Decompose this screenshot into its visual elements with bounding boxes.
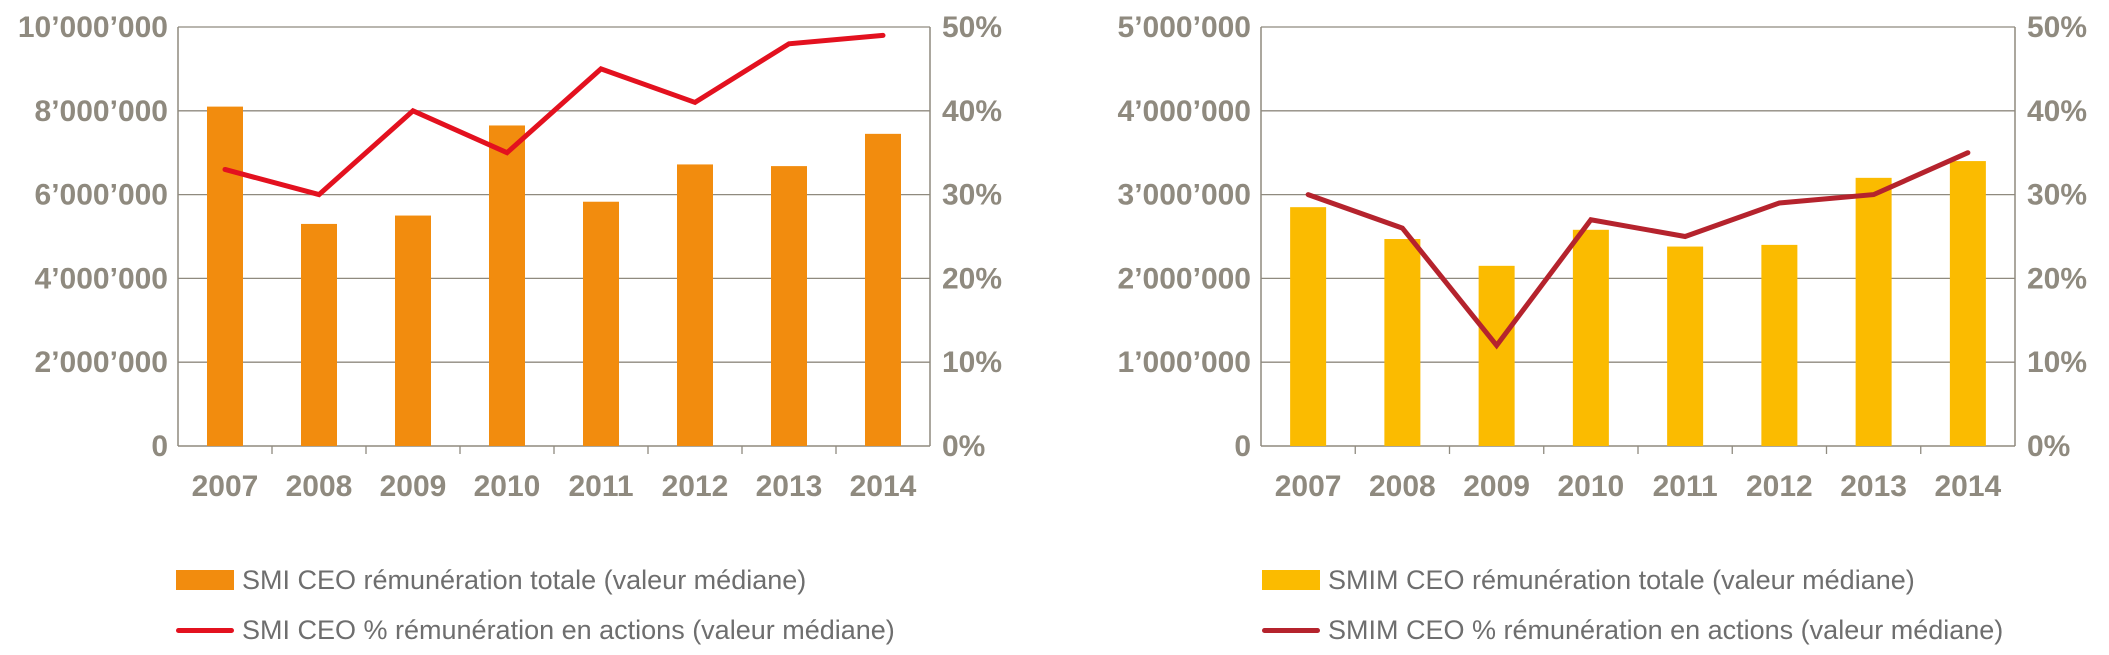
smi-xtick-label: 2009 bbox=[380, 470, 447, 503]
smim-line-series bbox=[1305, 150, 1971, 350]
legend-label-smi-bars: SMI CEO rémunération totale (valeur médi… bbox=[242, 564, 807, 595]
smi-bar-2013 bbox=[771, 166, 807, 446]
smim-ytick-left: 0 bbox=[1234, 430, 1251, 463]
smi-ytick-left: 6’000’000 bbox=[35, 179, 168, 212]
smim-bar-2012 bbox=[1761, 244, 1798, 446]
smi-bar-2008 bbox=[301, 223, 337, 446]
legend-item-smim-line: SMIM CEO % rémunération en actions (vale… bbox=[1262, 605, 2003, 655]
legend-item-smi-line: SMI CEO % rémunération en actions (valeu… bbox=[176, 605, 895, 655]
legend-swatch-smim-line bbox=[1262, 627, 1320, 633]
smi-ytick-left: 2’000’000 bbox=[35, 346, 168, 379]
legend-item-smi-bars: SMI CEO rémunération totale (valeur médi… bbox=[176, 555, 895, 605]
smim-xtick-label: 2011 bbox=[1653, 470, 1718, 503]
smi-ytick-left: 8’000’000 bbox=[35, 95, 168, 128]
smim-xtick-label: 2014 bbox=[1935, 470, 2002, 503]
legend-label-smim-bars: SMIM CEO rémunération totale (valeur méd… bbox=[1328, 564, 1915, 595]
smim-xtick-label: 2013 bbox=[1840, 470, 1907, 503]
smim-xtick-label: 2010 bbox=[1558, 470, 1625, 503]
legend-swatch-smi-line bbox=[176, 627, 234, 633]
smi-ytick-right: 40% bbox=[942, 95, 1002, 128]
smim-ytick-right: 40% bbox=[2027, 95, 2087, 128]
smim-ytick-right: 50% bbox=[2027, 11, 2087, 44]
smim-bar-2009 bbox=[1478, 265, 1515, 446]
smim-xtick-label: 2009 bbox=[1463, 470, 1530, 503]
smi-bar-2014 bbox=[865, 133, 901, 446]
legend-smi: SMI CEO rémunération totale (valeur médi… bbox=[176, 555, 895, 655]
smim-ytick-left: 1’000’000 bbox=[1118, 346, 1251, 379]
legend-swatch-smi-bars bbox=[176, 570, 234, 590]
smim-ytick-left: 5’000’000 bbox=[1118, 11, 1251, 44]
smi-xtick-label: 2011 bbox=[568, 470, 633, 503]
smi-line-series bbox=[222, 32, 886, 198]
smi-xtick-label: 2010 bbox=[474, 470, 541, 503]
smi-ytick-left: 0 bbox=[151, 430, 168, 463]
smim-bar-2008 bbox=[1384, 239, 1421, 446]
smim-xtick-label: 2008 bbox=[1369, 470, 1436, 503]
legend-smim: SMIM CEO rémunération totale (valeur méd… bbox=[1262, 555, 2003, 655]
smi-bar-2011 bbox=[583, 201, 619, 446]
smi-ytick-right: 20% bbox=[942, 262, 1002, 295]
smim-ytick-right: 30% bbox=[2027, 179, 2087, 212]
smi-ytick-right: 10% bbox=[942, 346, 1002, 379]
legend-label-smi-line: SMI CEO % rémunération en actions (valeu… bbox=[242, 614, 895, 645]
smi-bar-2007 bbox=[207, 106, 243, 447]
smim-ytick-left: 3’000’000 bbox=[1118, 179, 1251, 212]
legend-label-smim-line: SMIM CEO % rémunération en actions (vale… bbox=[1328, 614, 2004, 645]
smim-bar-2013 bbox=[1855, 177, 1892, 446]
smi-xtick-label: 2014 bbox=[850, 470, 917, 503]
legend-item-smim-bars: SMIM CEO rémunération totale (valeur méd… bbox=[1262, 555, 2003, 605]
smi-bar-2010 bbox=[489, 125, 525, 446]
smi-bar-2012 bbox=[677, 164, 713, 446]
smi-ytick-left: 10’000’000 bbox=[18, 11, 168, 44]
smi-ytick-left: 4’000’000 bbox=[35, 262, 168, 295]
smim-bar-2010 bbox=[1572, 229, 1609, 446]
smi-bar-2009 bbox=[395, 215, 431, 446]
smim-bar-2011 bbox=[1667, 246, 1704, 446]
legend-swatch-smim-bars bbox=[1262, 570, 1320, 590]
smim-ytick-left: 4’000’000 bbox=[1118, 95, 1251, 128]
smim-bar-2007 bbox=[1290, 207, 1327, 446]
smim-bar-2014 bbox=[1949, 161, 1986, 446]
smim-xtick-label: 2007 bbox=[1275, 470, 1342, 503]
smim-ytick-left: 2’000’000 bbox=[1118, 262, 1251, 295]
smim-xtick-label: 2012 bbox=[1746, 470, 1813, 503]
smim-ytick-right: 10% bbox=[2027, 346, 2087, 379]
smi-ytick-right: 0% bbox=[942, 430, 985, 463]
smi-xtick-label: 2012 bbox=[662, 470, 729, 503]
smi-ytick-right: 50% bbox=[942, 11, 1002, 44]
smim-ytick-right: 0% bbox=[2027, 430, 2070, 463]
smi-xtick-label: 2008 bbox=[286, 470, 353, 503]
smim-ytick-right: 20% bbox=[2027, 262, 2087, 295]
smi-xtick-label: 2007 bbox=[192, 470, 259, 503]
smi-ytick-right: 30% bbox=[942, 179, 1002, 212]
smi-xtick-label: 2013 bbox=[756, 470, 823, 503]
